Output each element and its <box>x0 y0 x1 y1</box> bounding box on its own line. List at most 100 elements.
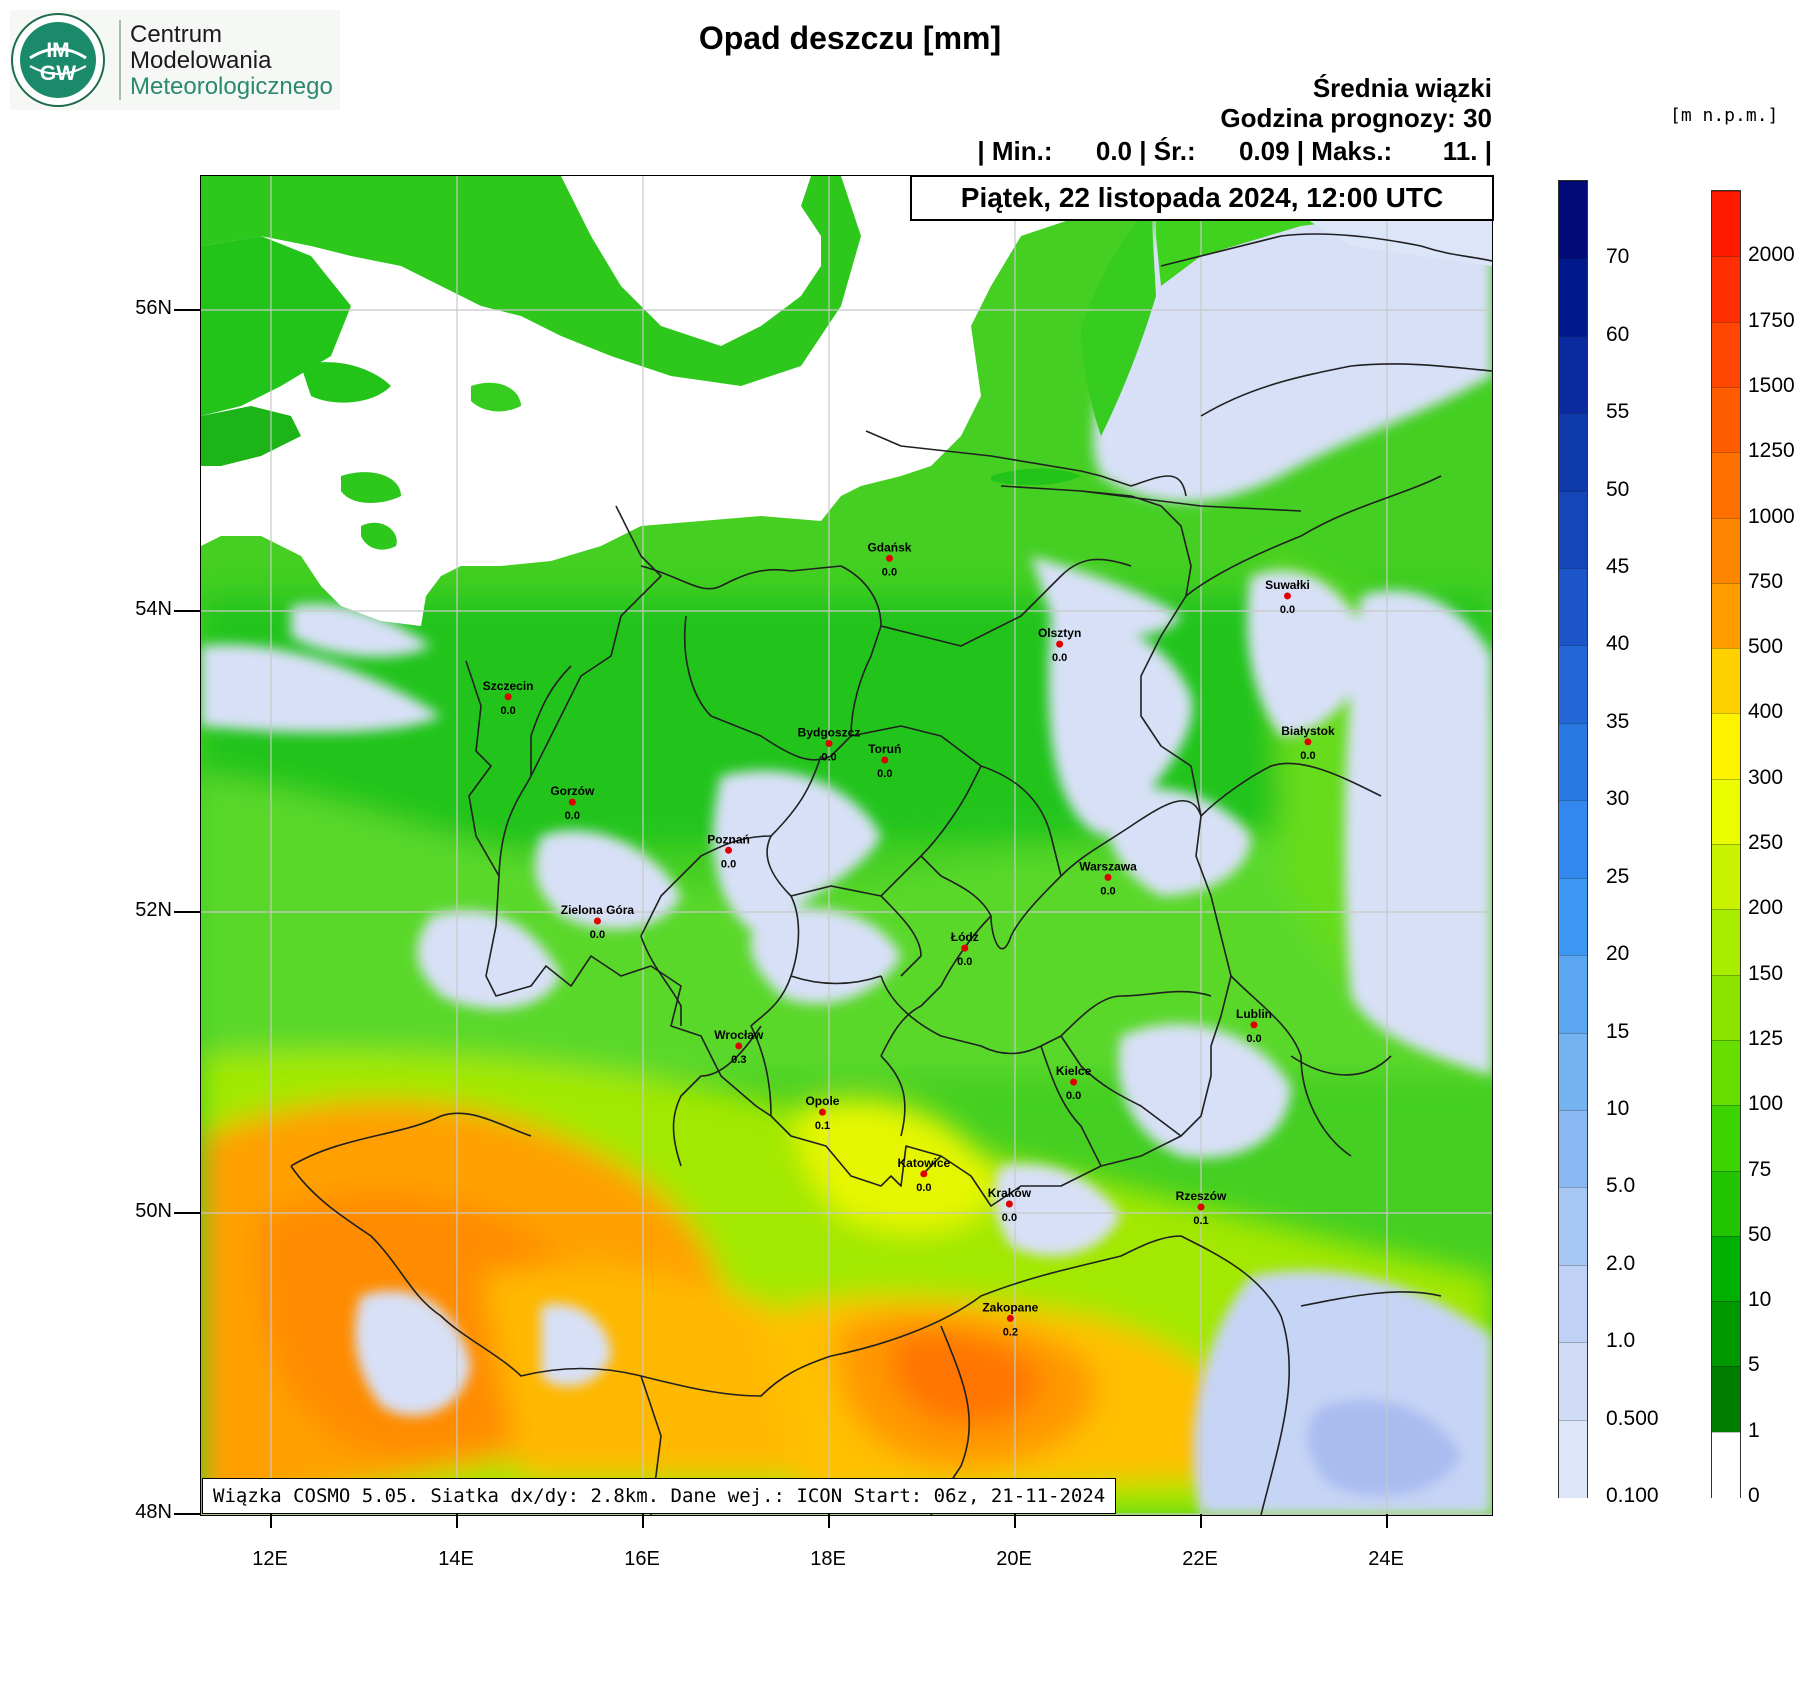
colorbar-segment <box>1712 713 1740 780</box>
city-value: 0.0 <box>821 751 836 763</box>
colorbar-label: 0 <box>1748 1484 1760 1507</box>
light-rain-areas <box>201 183 1492 1515</box>
colorbar-segment <box>1559 877 1587 957</box>
city-marker: Zakopane 0.2 <box>982 1300 1038 1338</box>
lat-tick <box>174 1212 200 1214</box>
colorbar-label: 40 <box>1606 632 1630 656</box>
colorbar-segment <box>1712 909 1740 976</box>
colorbar-label: 35 <box>1606 709 1630 733</box>
colorbar-segment <box>1712 452 1740 519</box>
city-value: 0.3 <box>731 1054 746 1066</box>
colorbar-segment <box>1712 1301 1740 1368</box>
lon-tick <box>1200 1514 1202 1528</box>
colorbar-segment <box>1559 955 1587 1034</box>
lat-tick <box>174 1513 200 1515</box>
colorbar-segment <box>1559 413 1587 492</box>
colorbar-label: 20 <box>1606 942 1630 966</box>
colorbar-label: 0.500 <box>1606 1406 1659 1430</box>
colorbar-label: 0.100 <box>1606 1484 1659 1507</box>
colorbar-label: 55 <box>1606 400 1630 424</box>
city-name: Szczecin <box>483 679 534 693</box>
city-dot <box>568 798 576 806</box>
colorbar-label: 150 <box>1748 961 1784 985</box>
city-markers: Gdańsk 0.0 Suwałki 0.0 Olsztyn 0.0 Szczecin 0.0… <box>483 540 1335 1338</box>
colorbar-label: 10 <box>1606 1096 1630 1120</box>
colorbar-label: 5 <box>1748 1353 1760 1377</box>
colorbar-segment <box>1559 1109 1587 1189</box>
vistula-spit <box>991 468 1081 486</box>
city-name: Lublin <box>1236 1007 1272 1021</box>
lon-tick-label: 22E <box>1182 1548 1218 1570</box>
colorbar-label: 500 <box>1748 635 1784 659</box>
colorbar-label: 1500 <box>1748 373 1795 397</box>
colorbar-label: 45 <box>1606 555 1630 579</box>
city-marker: Opole 0.1 <box>805 1094 839 1132</box>
colorbar-label: 1000 <box>1748 504 1795 528</box>
colorbar-segment <box>1712 1431 1740 1498</box>
colorbar-segment <box>1559 1032 1587 1111</box>
lon-tick <box>828 1514 830 1528</box>
lon-tick-label: 24E <box>1368 1548 1404 1570</box>
city-dot <box>725 846 733 854</box>
city-marker: Katowice 0.0 <box>898 1156 951 1194</box>
city-dot <box>735 1042 743 1050</box>
city-value: 0.0 <box>1246 1033 1261 1045</box>
city-dot <box>1070 1078 1078 1086</box>
city-marker: Toruń 0.0 <box>868 742 901 780</box>
city-name: Poznań <box>707 832 750 846</box>
logo-badge-top: IM <box>46 39 69 62</box>
lat-tick-label: 56N <box>135 297 172 319</box>
city-value: 0.0 <box>565 810 580 822</box>
colorbar-label: 50 <box>1748 1222 1772 1246</box>
city-dot <box>593 917 601 925</box>
colorbar-segment <box>1559 181 1587 260</box>
city-name: Olsztyn <box>1038 626 1081 640</box>
city-dot <box>885 554 893 562</box>
colorbar-segment <box>1712 1170 1740 1237</box>
city-marker: Lublin 0.0 <box>1236 1007 1272 1045</box>
lat-tick <box>174 911 200 913</box>
city-dot <box>1304 738 1312 746</box>
city-value: 0.0 <box>957 956 972 968</box>
lat-tick <box>174 610 200 612</box>
city-value: 0.0 <box>590 929 605 941</box>
city-value: 0.0 <box>1300 750 1315 762</box>
city-marker: Gorzów 0.0 <box>550 784 595 822</box>
city-name: Katowice <box>898 1156 951 1170</box>
city-dot <box>1056 640 1064 648</box>
map-grid <box>201 176 1492 1515</box>
city-name: Białystok <box>1281 724 1335 738</box>
colorbar-segment <box>1712 1366 1740 1433</box>
city-marker: Gdańsk 0.0 <box>867 540 911 578</box>
terrain-unit-label: [m n.p.m.] <box>1670 105 1779 126</box>
city-name: Bydgoszcz <box>798 725 861 739</box>
colorbar-label: 1250 <box>1748 439 1795 463</box>
terrain-colorbar <box>1711 190 1741 1498</box>
colorbar-label: 5.0 <box>1606 1174 1636 1198</box>
city-name: Toruń <box>868 742 901 756</box>
colorbar-label: 1 <box>1748 1418 1760 1442</box>
colorbar-label: 10 <box>1748 1288 1772 1312</box>
city-dot <box>1005 1200 1013 1208</box>
colorbar-segment <box>1712 974 1740 1041</box>
colorbar-label: 75 <box>1748 1157 1772 1181</box>
city-dot <box>504 693 512 701</box>
colorbar-segment <box>1712 1235 1740 1303</box>
city-name: Zakopane <box>982 1300 1038 1314</box>
city-value: 0.1 <box>815 1120 830 1132</box>
colorbar-segment <box>1559 1419 1587 1498</box>
colorbar-segment <box>1712 1039 1740 1107</box>
map-title: Opad deszczu [mm] <box>698 20 1002 56</box>
lat-tick-label: 50N <box>135 1200 172 1222</box>
colorbar-segment <box>1559 645 1587 724</box>
lon-tick-label: 20E <box>996 1548 1032 1570</box>
city-value: 0.0 <box>1066 1090 1081 1102</box>
colorbar-label: 25 <box>1606 864 1630 888</box>
city-value: 0.0 <box>1052 652 1067 664</box>
city-dot <box>881 756 889 764</box>
city-dot <box>920 1170 928 1178</box>
city-name: Wrocław <box>714 1028 764 1042</box>
colorbar-label: 30 <box>1606 787 1630 811</box>
logo-line-2: Modelowania <box>130 47 272 74</box>
city-name: Warszawa <box>1079 859 1137 873</box>
